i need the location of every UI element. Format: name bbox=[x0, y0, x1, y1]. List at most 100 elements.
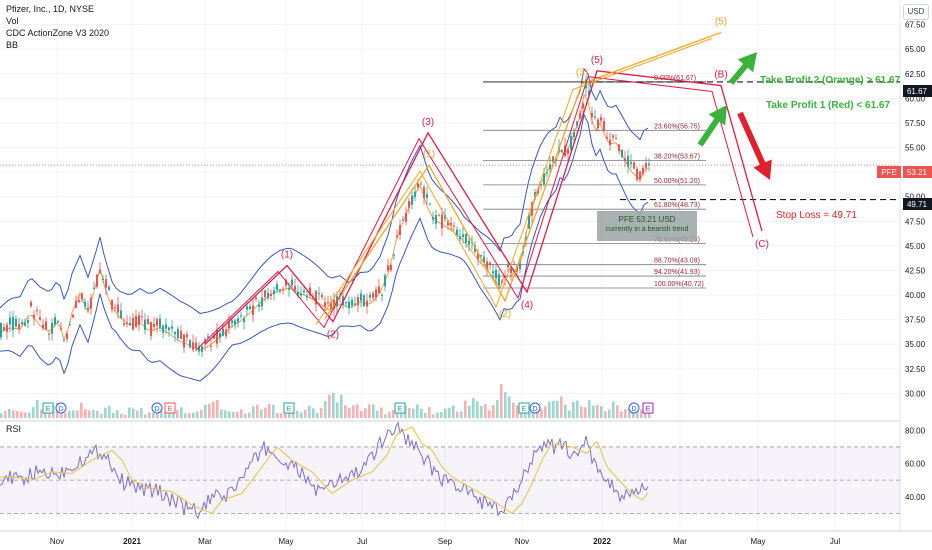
wave-label: (1) bbox=[281, 250, 293, 261]
candle bbox=[6, 324, 8, 332]
candle bbox=[393, 254, 395, 256]
volume-bar bbox=[280, 413, 283, 418]
volume-bar bbox=[40, 409, 43, 418]
candle bbox=[87, 308, 89, 310]
candle bbox=[129, 322, 131, 326]
volume-bar bbox=[432, 414, 435, 418]
candle bbox=[243, 318, 245, 323]
candle bbox=[378, 286, 380, 293]
candle bbox=[72, 314, 74, 318]
symbol-legend[interactable]: Pfizer, Inc., 1D, NYSE bbox=[6, 4, 95, 14]
dividend-marker bbox=[628, 402, 640, 414]
volume-bar bbox=[472, 397, 475, 418]
candle bbox=[147, 319, 149, 325]
tp2-arrow-head bbox=[737, 52, 757, 73]
candle bbox=[282, 289, 284, 291]
candle bbox=[261, 297, 263, 307]
volume-bar bbox=[620, 411, 623, 418]
actionzone-legend[interactable]: CDC ActionZone V3 2020 bbox=[6, 28, 110, 38]
bb-legend[interactable]: BB bbox=[6, 40, 19, 50]
earnings-marker bbox=[642, 402, 654, 414]
candle bbox=[24, 322, 26, 326]
volume-bar bbox=[468, 405, 471, 418]
candle bbox=[330, 301, 332, 310]
stop-badge bbox=[903, 198, 932, 210]
note-box bbox=[597, 211, 697, 241]
candle bbox=[150, 322, 152, 337]
elliott-waves: (1)(2)(3)(4)(5)(B)(C)(1)(2)(3)(5) bbox=[195, 16, 769, 351]
pfe-price-value: 53.21 bbox=[907, 168, 928, 177]
candle bbox=[525, 237, 527, 240]
volume-bar bbox=[76, 410, 79, 418]
candle bbox=[33, 314, 35, 319]
time-tick: Jul bbox=[830, 537, 840, 546]
volume-bar bbox=[348, 407, 351, 418]
candle bbox=[111, 299, 113, 310]
candle bbox=[192, 342, 194, 350]
volume-bar bbox=[224, 410, 227, 418]
volume-bar bbox=[20, 411, 23, 418]
volume-bar bbox=[504, 392, 507, 418]
candle bbox=[318, 293, 320, 295]
candle bbox=[555, 159, 557, 161]
candle bbox=[465, 233, 467, 243]
candle bbox=[264, 290, 266, 298]
candle bbox=[351, 299, 353, 306]
red-wave-channel bbox=[195, 76, 754, 351]
note-line-1: PFE 53.21 USD bbox=[619, 215, 676, 224]
candle bbox=[450, 222, 452, 226]
candle bbox=[168, 327, 170, 331]
candle bbox=[630, 162, 632, 164]
volume-bar bbox=[252, 406, 255, 418]
volume-bar bbox=[124, 414, 127, 418]
volume-bar bbox=[296, 410, 299, 418]
candle bbox=[357, 296, 359, 306]
candle bbox=[9, 317, 11, 325]
rsi-legend[interactable]: RSI bbox=[6, 424, 22, 434]
fib-label: 50.00%(51.20) bbox=[654, 178, 700, 185]
rsi-ma-line bbox=[0, 426, 649, 515]
candle bbox=[30, 302, 32, 307]
candle bbox=[207, 336, 209, 338]
wave-label: (5) bbox=[715, 16, 727, 27]
volume-bar bbox=[372, 404, 375, 418]
candle bbox=[300, 293, 302, 296]
volume-bar bbox=[304, 409, 307, 418]
volume-bar bbox=[544, 406, 547, 418]
time-tick: Nov bbox=[515, 537, 529, 546]
candle bbox=[84, 301, 86, 307]
volume-bar bbox=[0, 413, 3, 418]
candle bbox=[105, 279, 107, 288]
candle bbox=[390, 265, 392, 271]
candle bbox=[18, 323, 20, 329]
event-letter: E bbox=[522, 406, 527, 413]
volume-bar bbox=[412, 408, 415, 418]
candle bbox=[138, 315, 140, 326]
price-tick: 65.00 bbox=[905, 45, 926, 54]
candle bbox=[552, 156, 554, 162]
candle bbox=[384, 275, 386, 287]
fib-label: 38.20%(53.67) bbox=[654, 154, 700, 161]
price-tick: 42.50 bbox=[905, 266, 926, 275]
candle bbox=[255, 297, 257, 300]
volume-bar bbox=[488, 410, 491, 418]
volume-bar bbox=[540, 408, 543, 418]
volume-bar bbox=[212, 401, 215, 418]
volume-legend[interactable]: Vol bbox=[6, 16, 19, 26]
volume-bar bbox=[12, 410, 15, 418]
fib-label: 88.70%(43.09) bbox=[654, 258, 700, 265]
volume-bar bbox=[152, 412, 155, 418]
pfe-badge bbox=[877, 166, 901, 178]
rsi-tick: 60.00 bbox=[905, 460, 926, 469]
volume-bar bbox=[192, 412, 195, 418]
candle bbox=[171, 326, 173, 329]
price-tick: 32.50 bbox=[905, 365, 926, 374]
candle bbox=[561, 150, 563, 152]
volume-bar bbox=[476, 401, 479, 418]
candle bbox=[426, 194, 428, 198]
candle bbox=[642, 168, 644, 174]
candle bbox=[636, 168, 638, 180]
currency-selector[interactable]: USD bbox=[903, 4, 929, 20]
candle bbox=[123, 323, 125, 325]
